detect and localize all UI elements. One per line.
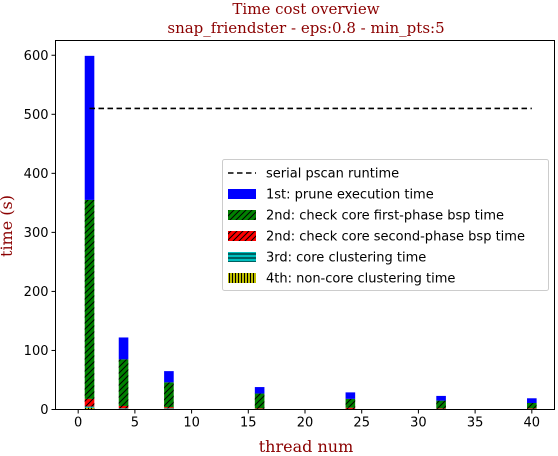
y-tick-label: 500 — [24, 108, 49, 123]
legend-label: 3rd: core clustering time — [266, 251, 426, 266]
legend-swatch — [228, 189, 256, 199]
bar-segment-hatch — [164, 407, 174, 409]
y-tick-label: 300 — [24, 226, 49, 241]
bar-segment-hatch — [118, 359, 129, 406]
x-axis-label: thread num — [259, 437, 354, 456]
bar-segment-hatch — [254, 393, 265, 409]
legend: serial pscan runtime 1st: prune execution… — [222, 159, 549, 291]
bar-segment — [164, 371, 174, 383]
bar-segment-hatch — [436, 400, 446, 409]
bar-segment — [436, 395, 446, 401]
x-tick-label: 25 — [353, 416, 370, 431]
legend-label: 2nd: check core second-phase bsp time — [266, 230, 525, 245]
legend-box — [222, 159, 549, 291]
y-axis: 0 100 200 300 400 500 600 — [24, 49, 56, 418]
x-tick-label: 40 — [524, 416, 541, 431]
bar-segment-hatch — [84, 406, 95, 408]
bar-segment — [527, 398, 537, 404]
y-tick-label: 0 — [40, 403, 48, 418]
x-axis: 0 5 10 15 20 25 30 35 40 — [74, 409, 541, 431]
legend-swatch-hatch — [228, 210, 256, 220]
legend-label: 1st: prune execution time — [266, 188, 434, 203]
bar-segment-hatch — [84, 407, 95, 410]
legend-swatch-hatch — [228, 231, 256, 241]
x-tick-label: 5 — [131, 416, 139, 431]
legend-swatch-hatch — [228, 273, 256, 283]
x-tick-label: 30 — [410, 416, 427, 431]
x-tick-label: 0 — [74, 416, 82, 431]
bar-segment — [118, 337, 129, 360]
bar-segment-hatch — [118, 408, 129, 409]
bar-segment-hatch — [84, 199, 95, 399]
bar-segment — [84, 55, 95, 200]
x-tick-label: 20 — [297, 416, 314, 431]
bar-segment — [254, 387, 265, 394]
bar-segment-hatch — [527, 403, 537, 409]
bar-segment-hatch — [164, 382, 174, 408]
bar-segment-hatch — [436, 408, 446, 409]
legend-label: 4th: non-core clustering time — [266, 272, 455, 287]
y-tick-label: 200 — [24, 285, 49, 300]
bar-segment-hatch — [345, 398, 356, 408]
legend-swatch-hatch — [228, 252, 256, 262]
y-tick-label: 600 — [24, 49, 49, 64]
x-tick-label: 10 — [183, 416, 200, 431]
bar-segment-hatch — [254, 408, 265, 409]
y-tick-label: 100 — [24, 344, 49, 359]
y-axis-label: time (s) — [0, 195, 16, 257]
bar-segment-hatch — [118, 405, 129, 409]
chart-subtitle: snap_friendster - eps:0.8 - min_pts:5 — [167, 19, 444, 37]
x-tick-label: 35 — [467, 416, 484, 431]
bar-segment — [345, 392, 356, 399]
bar-segment-hatch — [84, 398, 95, 407]
bar-segment-hatch — [164, 408, 174, 409]
legend-label: serial pscan runtime — [266, 167, 399, 182]
y-tick-label: 400 — [24, 167, 49, 182]
legend-label: 2nd: check core first-phase bsp time — [266, 209, 504, 224]
bar-segment-hatch — [345, 407, 356, 409]
chart-title: Time cost overview — [232, 0, 379, 18]
bar-segment-hatch — [527, 408, 537, 409]
x-tick-label: 15 — [240, 416, 257, 431]
